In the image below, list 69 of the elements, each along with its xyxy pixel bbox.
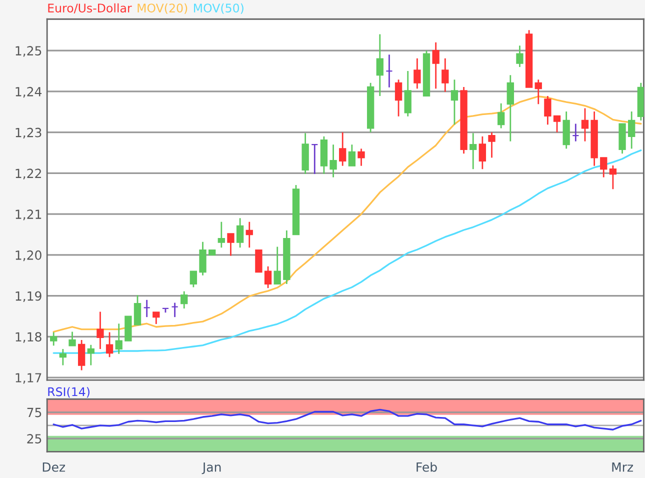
candlestick — [180, 290, 188, 310]
candlestick — [478, 136, 486, 170]
candlestick — [516, 44, 524, 68]
candlestick — [600, 156, 608, 178]
y-tick-label: 1,20 — [16, 250, 42, 262]
candlestick — [376, 34, 384, 97]
candlestick — [87, 344, 94, 366]
x-tick-label: Mrz — [612, 462, 633, 472]
candlestick — [544, 95, 552, 126]
candlestick — [311, 144, 318, 175]
candlestick — [572, 123, 580, 142]
candlestick — [171, 302, 178, 318]
candlestick — [628, 110, 636, 150]
candlestick — [432, 42, 440, 90]
candlestick — [414, 58, 421, 90]
candlestick — [190, 270, 198, 288]
candlestick — [59, 348, 67, 366]
y-tick-label: 75 — [27, 408, 42, 418]
candlestick — [50, 331, 58, 346]
candlestick — [534, 78, 542, 105]
candlestick — [199, 241, 206, 276]
candlestick — [488, 132, 496, 158]
candlestick — [450, 78, 458, 126]
y-tick-label: 1,23 — [16, 128, 42, 139]
y-tick-label: 1,18 — [16, 332, 42, 343]
candlestick — [553, 115, 561, 134]
candlestick — [115, 322, 122, 355]
text: Euro/Us-Dollar — [48, 3, 132, 14]
text: MOV(50) — [194, 3, 244, 14]
candlestick — [609, 164, 617, 190]
candlestick — [68, 331, 76, 346]
y-tick-label: 25 — [27, 434, 42, 444]
candlestick — [236, 217, 244, 248]
line-series — [52, 408, 642, 430]
candlestick — [264, 266, 272, 289]
candlestick — [152, 311, 160, 325]
candlestick — [348, 144, 356, 167]
y-tick-label: 1,19 — [16, 291, 42, 302]
candlestick — [497, 102, 505, 129]
candlestick — [394, 78, 402, 118]
y-tick-label: 1,17 — [16, 373, 42, 384]
candlestick — [339, 132, 346, 167]
candlestick — [506, 74, 514, 142]
candlestick — [255, 249, 262, 273]
text: MOV(20) — [138, 3, 188, 14]
x-tick-label: Jan — [202, 462, 221, 474]
candlestick — [404, 70, 412, 118]
x-tick-label: Dez — [42, 462, 66, 472]
candlestick — [78, 339, 86, 371]
y-tick-label: 1,24 — [16, 86, 42, 98]
y-tick-label: 1,22 — [16, 168, 41, 180]
y-tick-label: 1,21 — [16, 210, 42, 220]
x-tick-label: Feb — [416, 462, 437, 472]
candlestick — [581, 108, 589, 142]
candlestick — [227, 232, 234, 256]
candlestick — [274, 246, 281, 285]
candlestick — [470, 132, 477, 170]
y-tick-label: 1,25 — [16, 46, 42, 57]
candlestick — [218, 221, 225, 248]
candlestick — [330, 144, 337, 178]
candlestick — [106, 331, 114, 358]
text: RSI(14) — [48, 387, 90, 398]
candlestick — [134, 294, 142, 326]
candlestick — [386, 54, 393, 88]
candlestick — [143, 299, 150, 318]
candlestick — [442, 58, 449, 93]
candlestick — [246, 221, 253, 248]
candlestick — [96, 311, 104, 350]
candlestick — [358, 148, 365, 167]
